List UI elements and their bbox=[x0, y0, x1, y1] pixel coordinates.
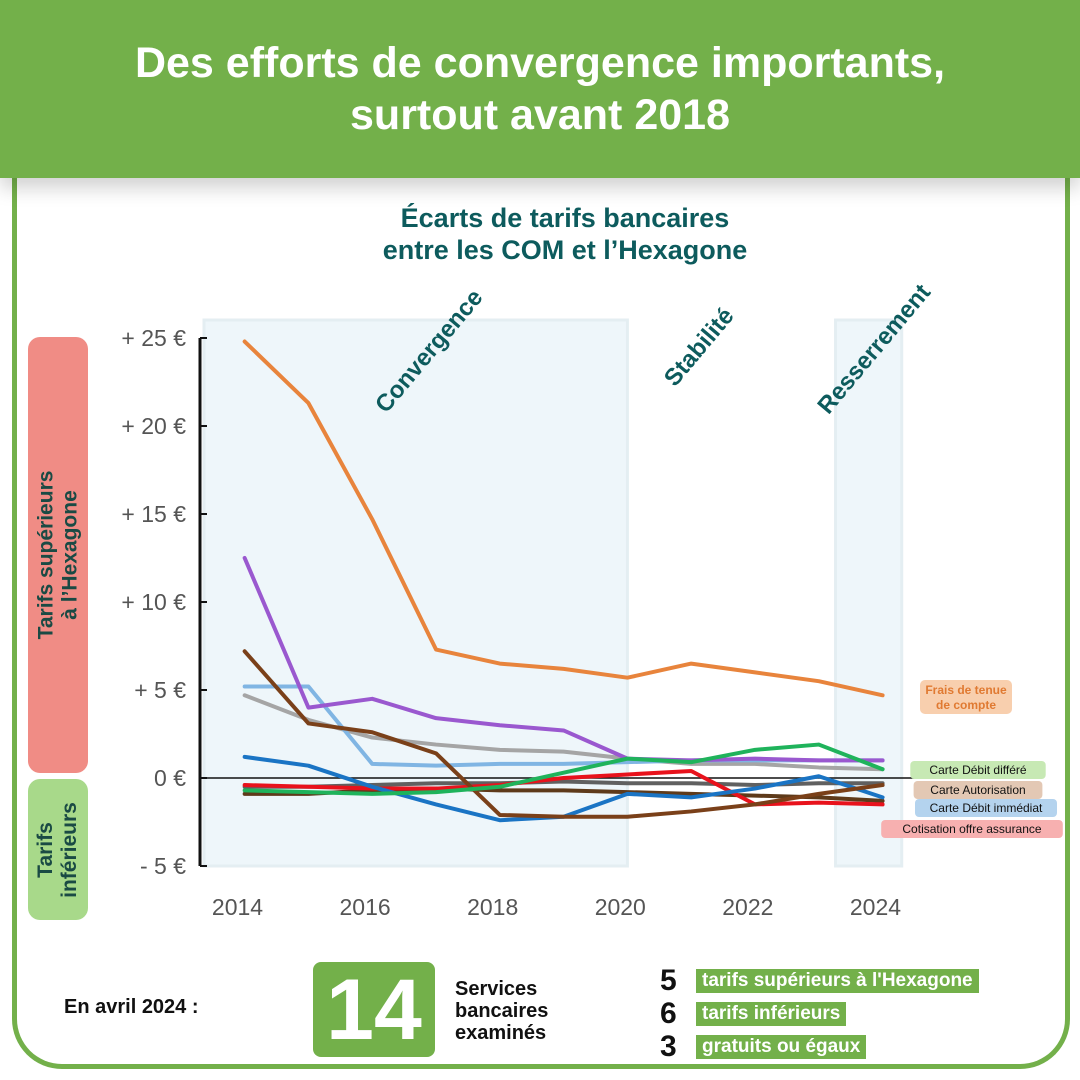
services-label-line1: Services bbox=[455, 978, 538, 1000]
series-line bbox=[242, 742, 885, 796]
stat-label: gratuits ou égaux bbox=[696, 1035, 867, 1059]
x-tick-label: 2014 bbox=[212, 894, 263, 920]
series-label-bg bbox=[920, 680, 1012, 714]
x-tick-label: 2016 bbox=[340, 894, 391, 920]
series-label-bg bbox=[910, 761, 1046, 779]
stat-count: 5 bbox=[660, 964, 677, 997]
stat-count: 6 bbox=[660, 997, 677, 1030]
phase-label: Stabilité bbox=[659, 303, 740, 392]
x-tick-label: 2020 bbox=[595, 894, 646, 920]
tarifs-inferieurs-pill: Tarifs inférieurs bbox=[28, 779, 88, 920]
chart-title-line1: Écarts de tarifs bancaires bbox=[400, 203, 730, 233]
y-tick-label: 0 € bbox=[154, 765, 186, 791]
series-line bbox=[242, 649, 885, 819]
series-line bbox=[242, 693, 885, 772]
y-tick-label: + 15 € bbox=[121, 501, 186, 527]
series-label: Cotisation offre assurance bbox=[902, 822, 1042, 836]
services-label-line2: bancaires bbox=[455, 1000, 549, 1022]
series-label: Carte Débit immédiat bbox=[930, 801, 1043, 815]
series-label-bg bbox=[881, 820, 1063, 838]
stat-label: tarifs supérieurs à l'Hexagone bbox=[696, 969, 979, 993]
series-line bbox=[242, 768, 885, 807]
chart-title: Écarts de tarifs bancaires entre les COM… bbox=[280, 202, 850, 266]
services-label-line3: examinés bbox=[455, 1022, 547, 1044]
services-count-box: 14 bbox=[313, 962, 435, 1057]
y-tick-label: + 10 € bbox=[121, 589, 186, 615]
stat-count: 3 bbox=[660, 1030, 677, 1063]
header-title-line1: Des efforts de convergence importants, bbox=[134, 39, 946, 87]
services-label: Services bancaires examinés bbox=[455, 978, 625, 1044]
chart-title-line2: entre les COM et l’Hexagone bbox=[382, 235, 748, 265]
services-count: 14 bbox=[326, 961, 422, 1058]
stat-row-gratuits: 3 gratuits ou égaux bbox=[660, 1030, 867, 1064]
phase-band-2 bbox=[834, 318, 904, 868]
stat-row-superieurs: 5 tarifs supérieurs à l'Hexagone bbox=[660, 964, 979, 998]
series-label: Frais de tenue bbox=[925, 683, 1007, 697]
header-banner: Des efforts de convergence importants, s… bbox=[0, 0, 1080, 178]
summary-intro: En avril 2024 : bbox=[64, 996, 199, 1018]
y-tick-label: + 20 € bbox=[121, 413, 186, 439]
y-tick-label: + 25 € bbox=[121, 325, 186, 351]
series-label-bg bbox=[915, 799, 1057, 817]
x-tick-label: 2024 bbox=[850, 894, 901, 920]
tarifs-superieurs-pill: Tarifs supérieurs à l’Hexagone bbox=[28, 337, 88, 773]
header-title-line2: surtout avant 2018 bbox=[350, 91, 730, 139]
series-label: Carte Autorisation bbox=[930, 783, 1025, 797]
series-line bbox=[242, 339, 885, 698]
phase-band-0 bbox=[202, 318, 629, 868]
x-tick-label: 2022 bbox=[722, 894, 773, 920]
series-label: Carte Débit différé bbox=[929, 763, 1026, 777]
x-tick-label: 2018 bbox=[467, 894, 518, 920]
stat-label: tarifs inférieurs bbox=[696, 1002, 847, 1026]
series-label: de compte bbox=[936, 698, 996, 712]
series-label-bg bbox=[913, 781, 1043, 799]
stat-row-inferieurs: 6 tarifs inférieurs bbox=[660, 997, 847, 1031]
y-tick-label: + 5 € bbox=[134, 677, 186, 703]
y-tick-label: - 5 € bbox=[140, 853, 186, 879]
series-line bbox=[242, 556, 885, 763]
